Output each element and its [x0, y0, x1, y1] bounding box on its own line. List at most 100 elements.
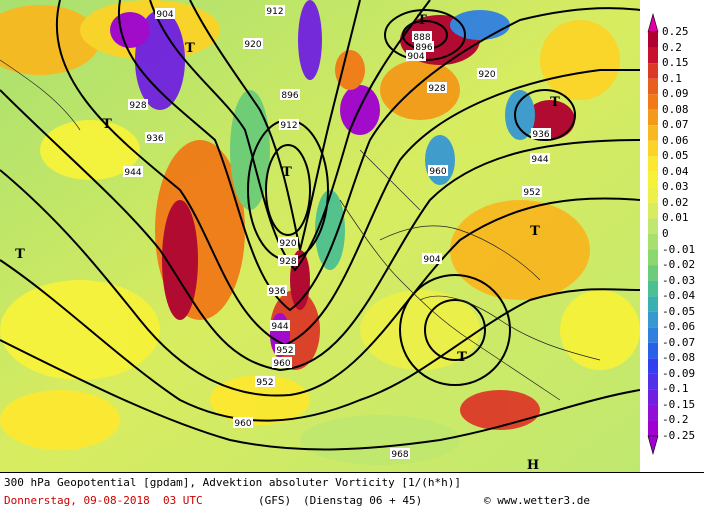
legend-swatch	[648, 358, 658, 374]
low-pressure-marker: T	[530, 224, 540, 239]
legend-swatch	[648, 389, 658, 405]
map-canvas: 904 9129209289369449529609688888969049209…	[0, 0, 640, 472]
svg-text:920: 920	[279, 239, 296, 249]
coastlines	[0, 59, 601, 401]
map-title: 300 hPa Geopotential [gpdam], Advektion …	[4, 476, 461, 489]
contour-labels: 904 9129209289369449529609688888969049209…	[123, 5, 551, 460]
contour-label: 896	[414, 41, 434, 53]
legend-swatch	[648, 156, 658, 172]
pressure-centers: T T T T T T T T H	[15, 13, 560, 472]
contour-label: 944	[123, 166, 143, 178]
credit-link[interactable]: © www.wetter3.de	[484, 494, 590, 507]
svg-text:936: 936	[532, 130, 549, 140]
legend-value: -0.09	[662, 366, 696, 380]
legend-scale	[647, 12, 659, 456]
legend-swatch	[648, 140, 658, 157]
legend-value: -0.2	[662, 413, 689, 427]
contour-label: 952	[255, 376, 275, 388]
legend-value: -0.08	[662, 351, 696, 365]
svg-text:904: 904	[407, 52, 424, 62]
color-legend: 0.25 0.2 0.15 0.1 0.09 0.08 0.07 0.06 0.05 0.04 0.…	[640, 0, 704, 472]
svg-text:920: 920	[244, 40, 261, 50]
legend-swatch	[648, 234, 658, 250]
legend-value: 0.2	[662, 40, 682, 54]
contour-label: 896	[280, 89, 300, 101]
contour-label: 936	[267, 285, 287, 297]
legend-swatch	[648, 94, 658, 110]
legend-swatch	[648, 296, 658, 312]
svg-text:896: 896	[281, 91, 298, 101]
legend-value: -0.01	[662, 242, 696, 256]
contour-label: 920	[477, 68, 497, 80]
svg-text:904: 904	[156, 10, 173, 20]
model-name: (GFS)	[258, 494, 292, 507]
legend-swatch	[648, 218, 658, 234]
legend-bottom-arrow	[647, 435, 659, 456]
svg-text:960: 960	[273, 359, 290, 369]
svg-text:936: 936	[146, 134, 163, 144]
low-pressure-marker: T	[185, 41, 195, 56]
svg-text:912: 912	[280, 121, 297, 131]
svg-text:888: 888	[413, 33, 430, 43]
legend-value: 0.1	[662, 71, 682, 85]
contour-label: 960	[272, 357, 292, 369]
vorticity-advection-map: 904 912 920 928 936 944 952 960 968 888 896 904 920 9…	[0, 0, 640, 472]
legend-value: -0.07	[662, 335, 696, 349]
legend-swatch	[648, 420, 658, 436]
svg-text:944: 944	[531, 155, 548, 165]
legend-swatch	[648, 327, 658, 343]
legend-swatch	[648, 202, 658, 219]
legend-swatch	[648, 187, 658, 203]
contour-label: 904	[422, 253, 442, 265]
svg-text:928: 928	[129, 101, 146, 111]
legend-value: 0.06	[662, 133, 689, 147]
svg-text:920: 920	[478, 70, 495, 80]
contour-label: 912	[279, 119, 299, 131]
legend-value: -0.03	[662, 273, 696, 287]
legend-swatch	[648, 78, 658, 95]
legend-swatch	[648, 47, 658, 64]
low-pressure-marker: T	[550, 95, 560, 110]
svg-text:960: 960	[234, 419, 251, 429]
legend-swatch	[648, 280, 658, 297]
svg-text:936: 936	[268, 287, 285, 297]
legend-value: 0.07	[662, 118, 689, 132]
legend-value: -0.1	[662, 382, 689, 396]
contour-label: 968	[390, 448, 410, 460]
legend-swatch	[648, 265, 658, 281]
svg-text:904: 904	[423, 255, 440, 265]
svg-text:896: 896	[415, 43, 432, 53]
legend-swatch	[648, 171, 658, 188]
svg-text:952: 952	[256, 378, 273, 388]
contour-label: 936	[145, 132, 165, 144]
legend-value: -0.05	[662, 304, 696, 318]
legend-swatch	[648, 404, 658, 421]
svg-text:952: 952	[276, 346, 293, 356]
low-pressure-marker: T	[282, 165, 292, 180]
contour-label: 928	[427, 82, 447, 94]
legend-swatch	[648, 32, 658, 48]
legend-value: 0.04	[662, 164, 689, 178]
contour-label: 928	[128, 99, 148, 111]
contour-label: 936	[531, 128, 551, 140]
legend-value: -0.06	[662, 320, 696, 334]
contour-label: 952	[522, 186, 542, 198]
model-run: (Dienstag 06 + 45)	[303, 494, 423, 507]
map-footer: 300 hPa Geopotential [gpdam], Advektion …	[0, 472, 704, 513]
legend-value: 0.02	[662, 195, 689, 209]
low-pressure-marker: T	[457, 350, 467, 365]
contour-label: 960	[428, 165, 448, 177]
legend-value: 0.03	[662, 180, 689, 194]
contour-label: 904	[406, 50, 426, 62]
svg-text:928: 928	[279, 257, 296, 267]
svg-text:968: 968	[391, 450, 408, 460]
contour-label: 952	[275, 344, 295, 356]
legend-swatch	[648, 311, 658, 328]
legend-value: 0	[662, 227, 669, 240]
legend-value: -0.25	[662, 429, 696, 442]
high-pressure-marker: H	[527, 458, 539, 472]
legend-swatch	[648, 249, 658, 266]
legend-swatch	[648, 342, 658, 359]
svg-text:952: 952	[523, 188, 540, 198]
contour-label: 928	[278, 255, 298, 267]
